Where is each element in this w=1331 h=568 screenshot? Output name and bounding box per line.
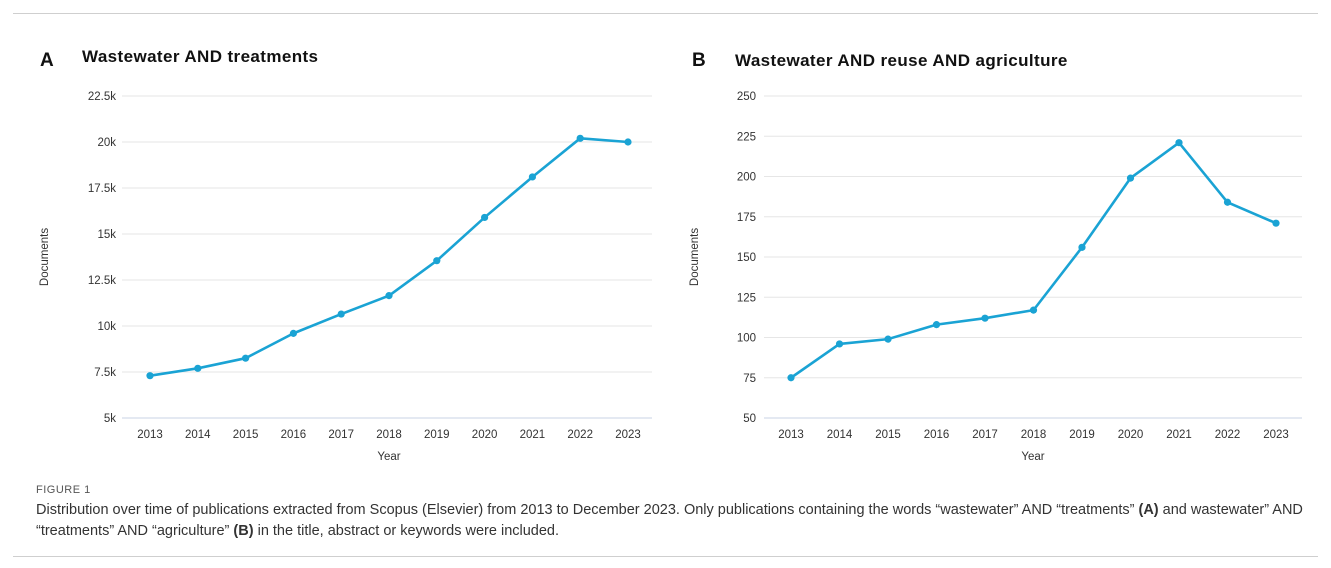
x-tick-label: 2013 — [778, 429, 804, 441]
x-tick-label: 2017 — [328, 429, 354, 441]
x-tick-label: 2016 — [924, 429, 950, 441]
data-point — [433, 257, 441, 265]
x-tick-label: 2015 — [875, 429, 901, 441]
x-tick-label: 2017 — [972, 429, 998, 441]
x-tick-label: 2021 — [520, 429, 546, 441]
caption-part: in the title, abstract or keywords were … — [253, 523, 560, 539]
y-axis-label: Documents — [689, 228, 701, 286]
x-tick-label: 2020 — [472, 429, 498, 441]
data-point — [385, 292, 393, 300]
x-tick-label: 2019 — [424, 429, 450, 441]
data-point — [337, 310, 345, 318]
chart-title: Wastewater AND treatments — [82, 47, 318, 66]
x-tick-label: 2014 — [827, 429, 853, 441]
x-tick-label: 2023 — [615, 429, 641, 441]
series-line — [790, 141, 1277, 379]
bottom-border — [13, 556, 1318, 557]
x-tick-label: 2023 — [1263, 429, 1289, 441]
x-tick-label: 2016 — [281, 429, 307, 441]
figure-caption: FIGURE 1 Distribution over time of publi… — [36, 484, 1306, 542]
data-point — [932, 321, 941, 329]
x-tick-label: 2018 — [1021, 429, 1047, 441]
x-tick-label: 2018 — [376, 429, 402, 441]
caption-part: Distribution over time of publications e… — [36, 502, 1139, 518]
x-axis-label: Year — [377, 451, 400, 463]
caption-text: Distribution over time of publications e… — [36, 500, 1306, 542]
chart-title: Wastewater AND reuse AND agriculture — [735, 51, 1068, 70]
x-tick-label: 2021 — [1166, 429, 1192, 441]
y-tick-label: 75 — [743, 373, 756, 385]
y-tick-label: 125 — [737, 292, 756, 304]
data-point — [1175, 139, 1183, 147]
figure-charts: A Wastewater AND treatments 5k 7.5k 10k 12.5k… — [39, 47, 1302, 463]
y-tick-label: 5k — [104, 413, 116, 425]
x-tick-label: 2020 — [1118, 429, 1144, 441]
data-point — [528, 173, 537, 181]
x-tick-label: 2019 — [1069, 429, 1095, 441]
caption-part: and wastewater” AND “treatments” AND “ag… — [36, 502, 1303, 539]
caption-ref-a: (A) — [1138, 502, 1159, 518]
data-point — [1078, 243, 1086, 251]
x-tick-label: 2022 — [1215, 429, 1241, 441]
data-point — [289, 329, 297, 337]
y-axis-label: Documents — [39, 228, 51, 286]
data-point — [835, 340, 844, 348]
data-point — [576, 134, 584, 142]
x-tick-label: 2022 — [567, 429, 593, 441]
y-tick-label: 150 — [737, 252, 756, 264]
x-tick-label: 2013 — [137, 429, 163, 441]
y-tick-label: 225 — [737, 131, 756, 143]
data-point — [1223, 198, 1232, 206]
data-point — [194, 364, 202, 372]
y-tick-label: 15k — [97, 229, 116, 241]
y-tick-label: 12.5k — [88, 275, 116, 287]
x-axis-label: Year — [1021, 451, 1044, 463]
series-line — [149, 137, 629, 377]
y-tick-label: 10k — [97, 321, 116, 333]
y-tick-label: 20k — [97, 137, 116, 149]
data-point — [1029, 306, 1038, 314]
data-point — [884, 335, 892, 343]
data-point — [981, 314, 989, 322]
y-tick-label: 7.5k — [94, 367, 116, 379]
data-point — [1126, 174, 1135, 182]
data-point — [242, 354, 250, 362]
data-point — [1272, 219, 1280, 227]
top-border — [13, 13, 1318, 14]
y-tick-label: 250 — [737, 91, 756, 103]
panel-label: A — [40, 50, 54, 71]
caption-ref-b: (B) — [233, 523, 254, 539]
y-tick-label: 17.5k — [88, 183, 116, 195]
data-point — [481, 213, 489, 222]
figure-label: FIGURE 1 — [36, 484, 91, 496]
y-tick-label: 175 — [737, 212, 756, 224]
x-tick-label: 2015 — [233, 429, 259, 441]
x-tick-label: 2014 — [185, 429, 211, 441]
data-point — [146, 372, 154, 380]
y-tick-label: 22.5k — [88, 91, 116, 103]
y-tick-label: 200 — [737, 172, 756, 184]
panel-label: B — [692, 50, 706, 71]
y-tick-label: 100 — [737, 333, 756, 345]
data-point — [624, 138, 632, 146]
y-tick-label: 50 — [743, 413, 756, 425]
data-point — [787, 374, 795, 382]
